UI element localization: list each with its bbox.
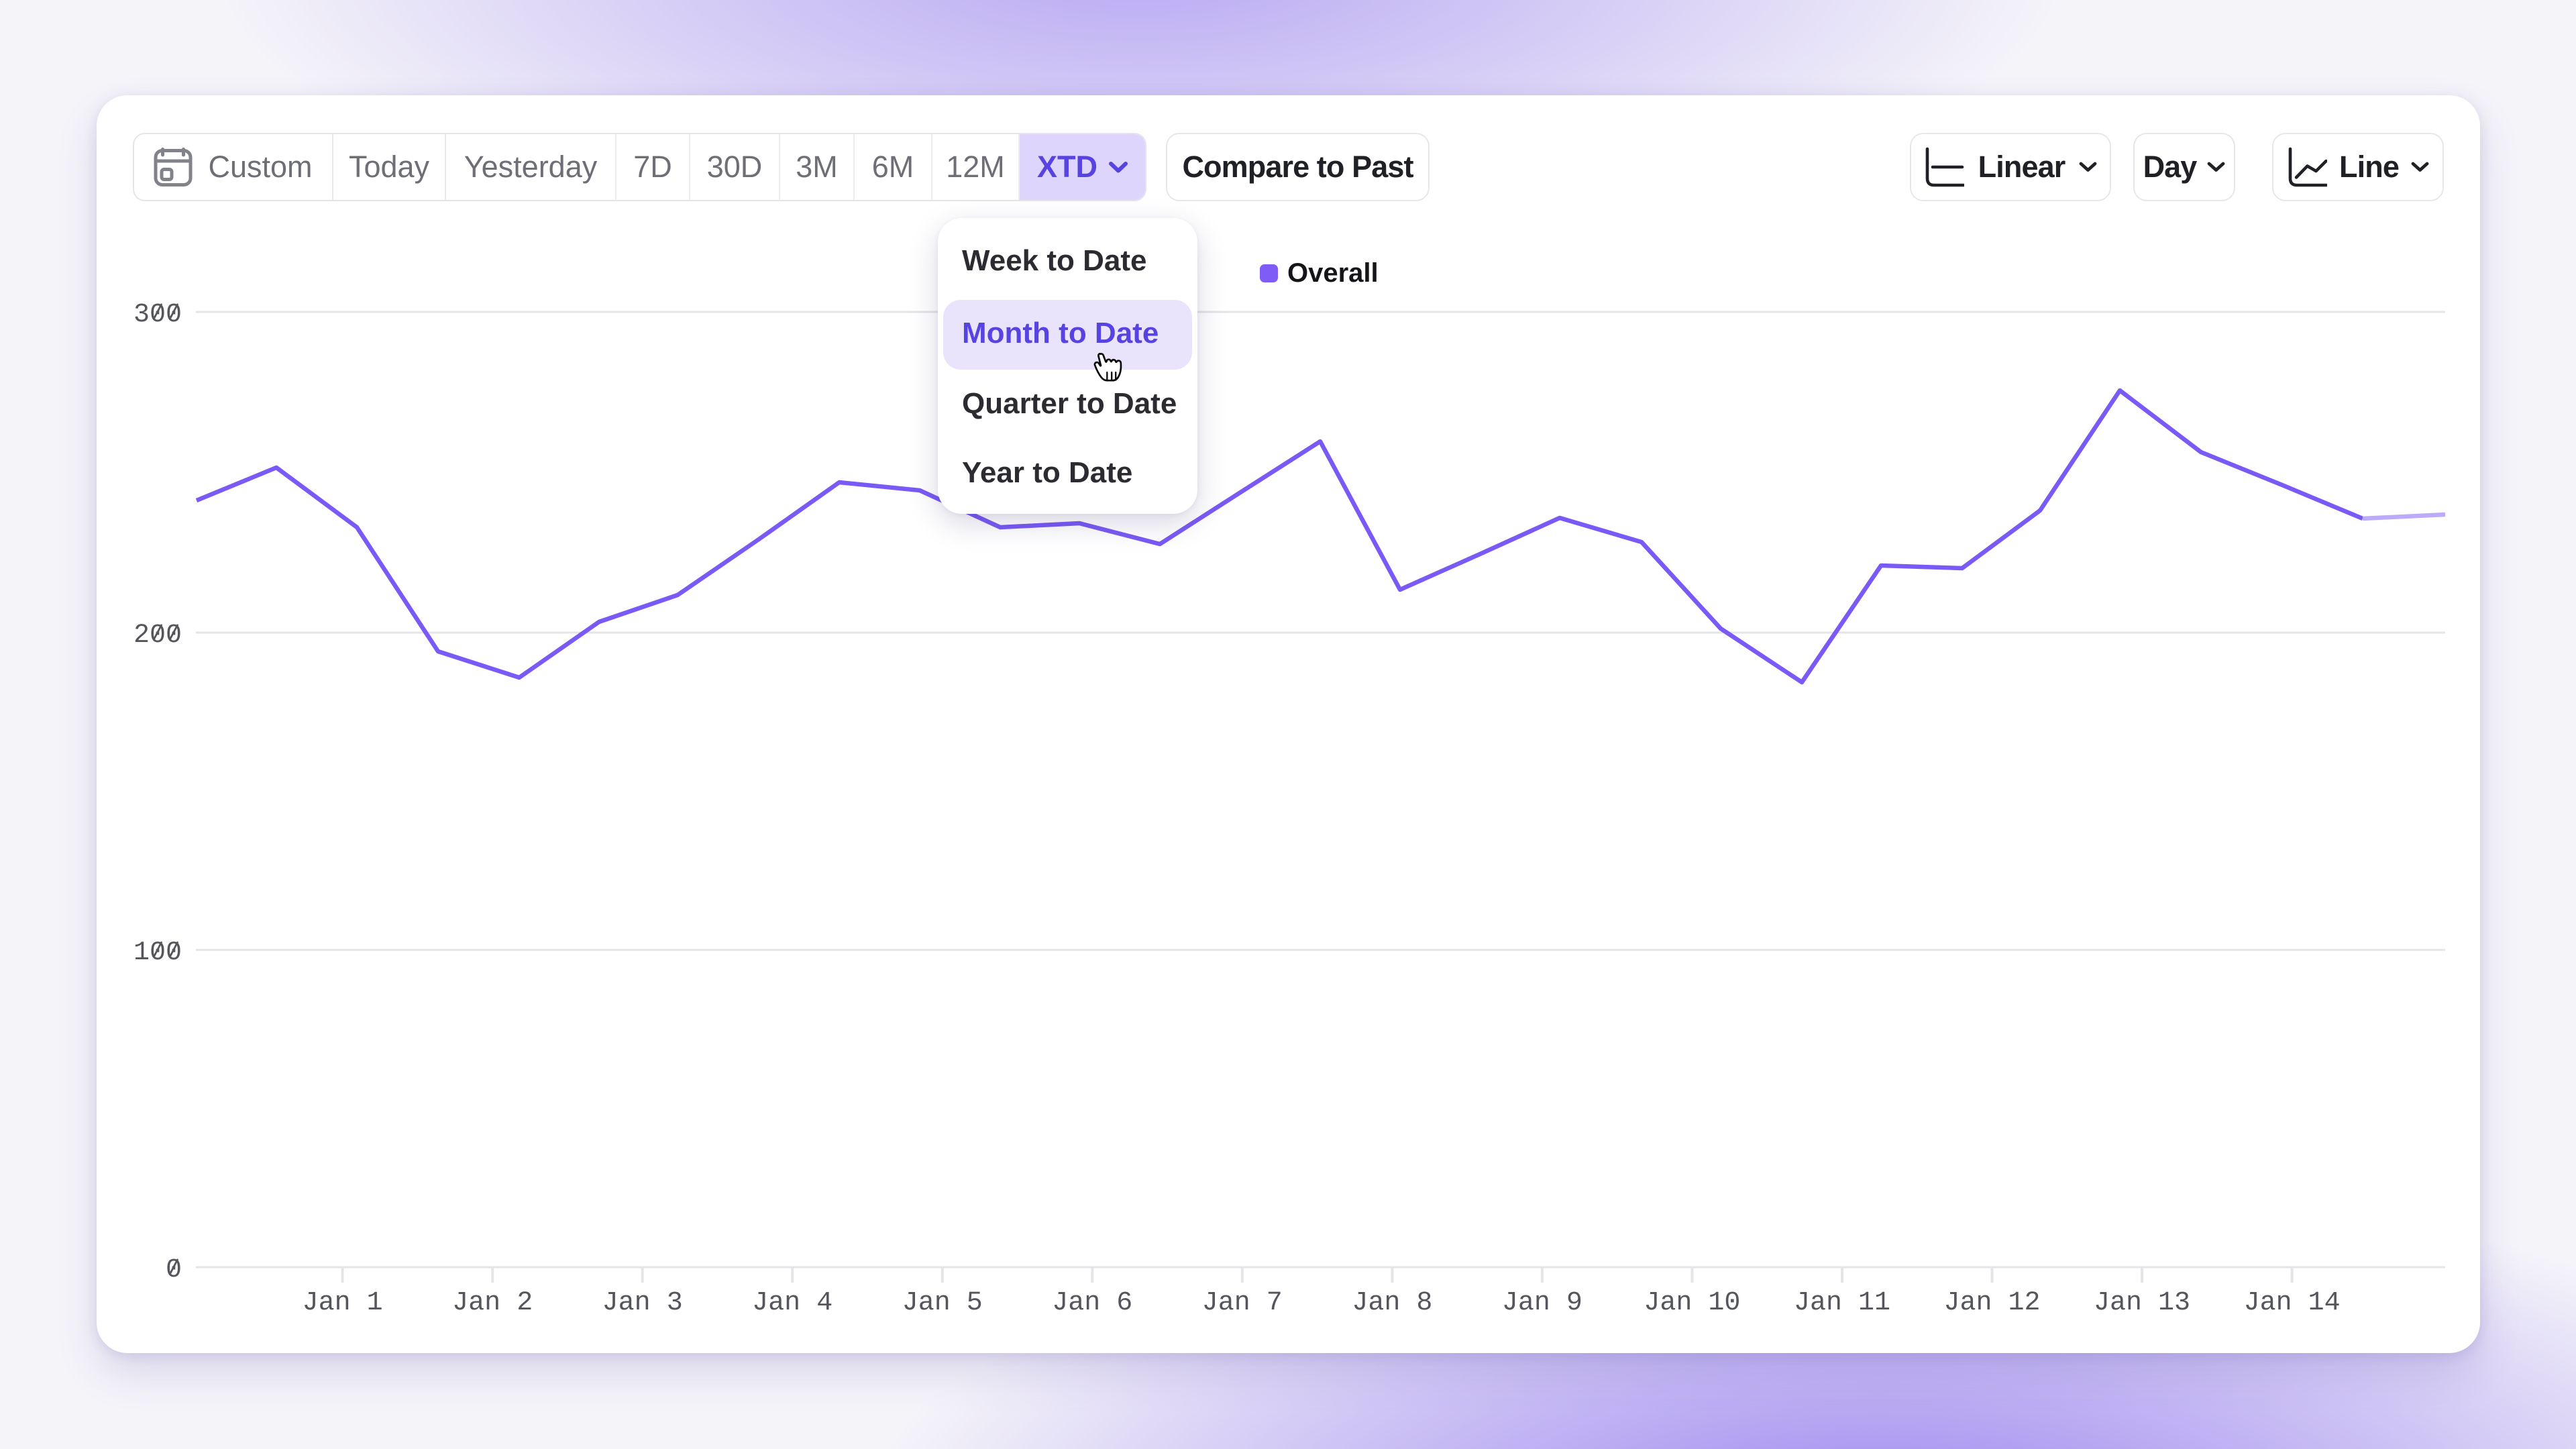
- svg-text:Jan 4: Jan 4: [752, 1288, 833, 1318]
- svg-text:Jan 11: Jan 11: [1794, 1288, 1890, 1318]
- svg-text:100: 100: [133, 938, 182, 968]
- svg-text:300: 300: [133, 300, 182, 330]
- svg-text:Jan 7: Jan 7: [1202, 1288, 1283, 1318]
- svg-text:Jan 2: Jan 2: [452, 1288, 533, 1318]
- svg-text:200: 200: [133, 621, 182, 651]
- svg-text:Jan 12: Jan 12: [1943, 1288, 2040, 1318]
- svg-text:Jan 13: Jan 13: [2094, 1288, 2190, 1318]
- svg-text:0: 0: [166, 1255, 182, 1285]
- svg-text:Jan 8: Jan 8: [1352, 1288, 1432, 1318]
- svg-text:Jan 3: Jan 3: [602, 1288, 683, 1318]
- svg-text:Jan 10: Jan 10: [1644, 1288, 1740, 1318]
- svg-text:Jan 6: Jan 6: [1052, 1288, 1132, 1318]
- svg-text:Jan 14: Jan 14: [2244, 1288, 2341, 1318]
- svg-text:Jan 9: Jan 9: [1502, 1288, 1582, 1318]
- svg-text:Jan 1: Jan 1: [303, 1288, 383, 1318]
- svg-text:Jan 5: Jan 5: [902, 1288, 983, 1318]
